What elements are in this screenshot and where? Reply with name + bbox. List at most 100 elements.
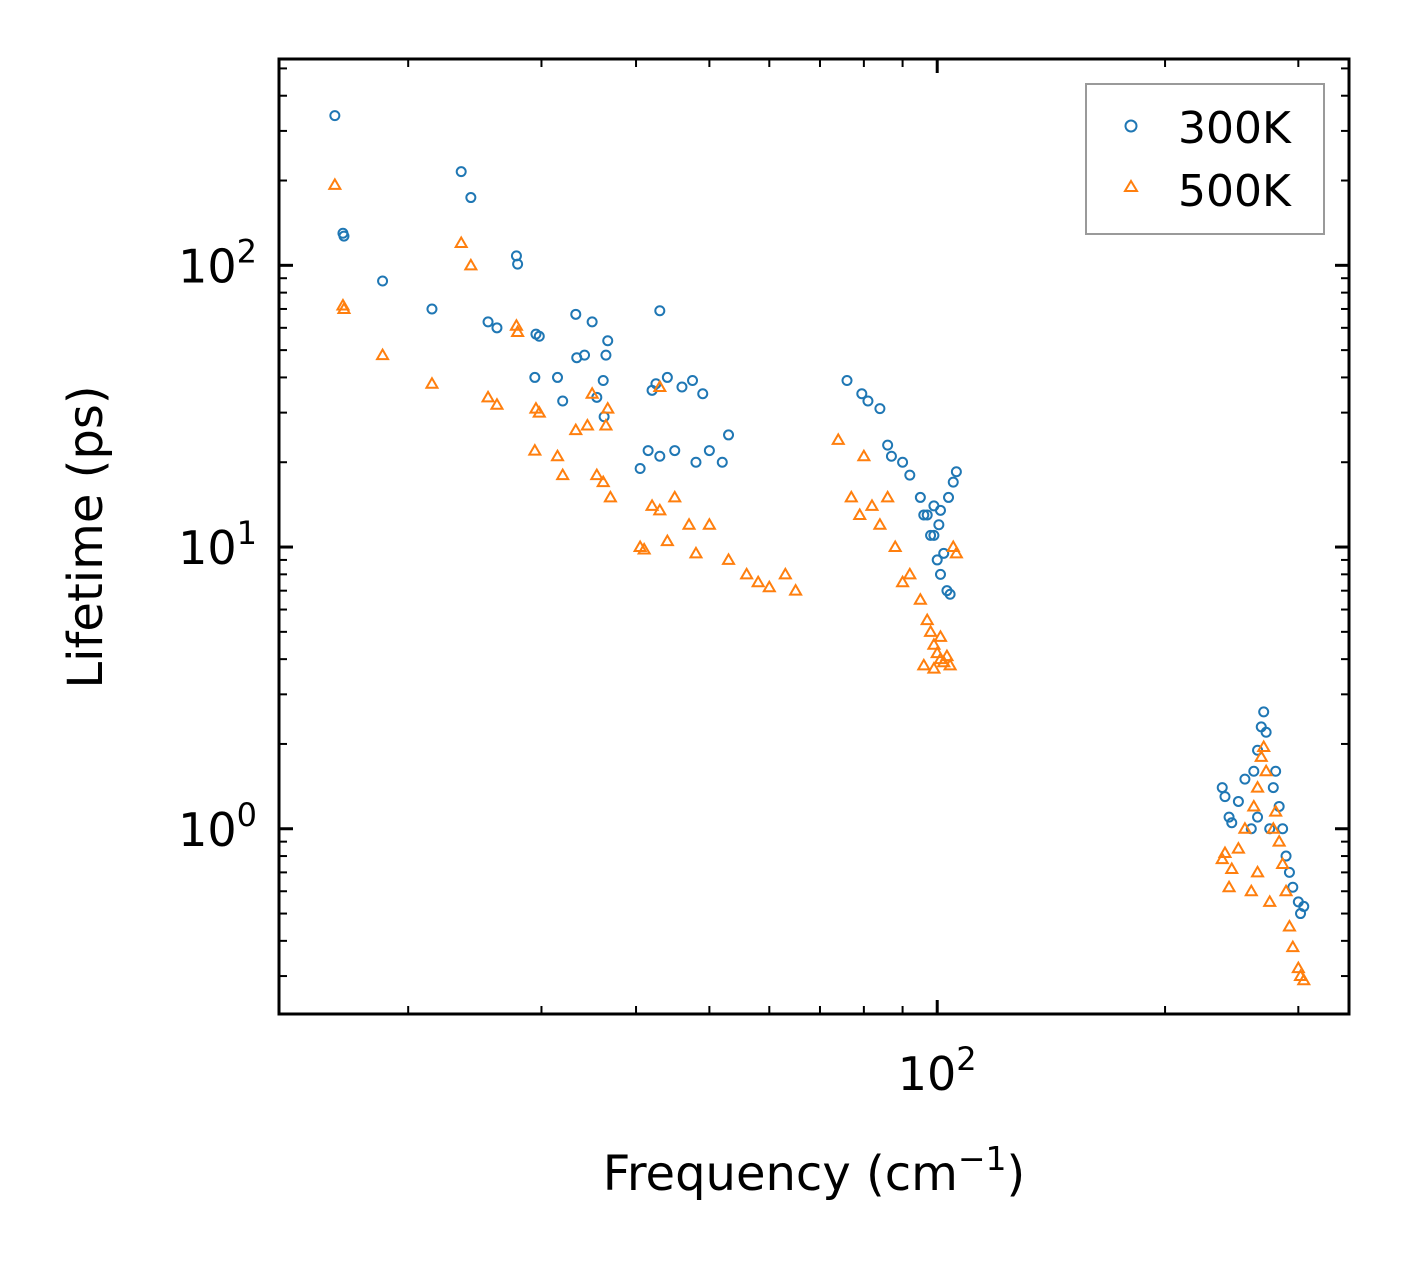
point-500k: [580, 418, 595, 431]
point-300k: [570, 308, 582, 320]
point-300k: [1267, 782, 1279, 794]
point-300k: [723, 429, 735, 441]
point-500k: [510, 324, 525, 337]
point-500k: [949, 545, 964, 559]
point-500k: [603, 489, 618, 503]
point-500k: [681, 517, 697, 530]
point-300k: [1216, 782, 1228, 794]
point-300k: [642, 445, 654, 457]
point-500k: [1258, 763, 1274, 777]
point-300k: [938, 547, 950, 559]
point-500k: [856, 448, 872, 462]
point-300k: [934, 504, 946, 516]
point-500k: [739, 566, 754, 580]
point-300k: [897, 456, 909, 468]
point-300k: [921, 509, 933, 521]
point-500k: [1268, 804, 1283, 817]
legend-label-300k: 300K: [1178, 103, 1292, 154]
point-300k: [690, 456, 702, 468]
point-500k: [929, 645, 945, 659]
point-300k: [597, 375, 609, 387]
point-300k: [676, 381, 688, 393]
point-300k: [687, 375, 699, 387]
point-300k: [426, 303, 438, 315]
legend-marker-500k: [1123, 179, 1139, 192]
point-300k: [1252, 811, 1264, 823]
point-500k: [595, 474, 611, 488]
point-500k: [750, 574, 766, 588]
point-500k: [527, 443, 543, 456]
point-500k: [644, 498, 660, 511]
point-300k: [465, 192, 477, 204]
point-300k: [654, 450, 666, 462]
point-300k: [885, 450, 897, 462]
point-500k: [919, 612, 935, 626]
point-500k: [1296, 972, 1311, 986]
y-axis-label: Lifetime (ps): [58, 385, 114, 688]
y-tick-labels: 100 101 102: [178, 232, 257, 856]
point-300k: [329, 110, 341, 122]
point-500k: [1214, 851, 1230, 865]
point-500k: [1291, 960, 1306, 974]
point-300k: [654, 305, 666, 317]
x-tick-labels: 102: [898, 1040, 977, 1101]
point-500k: [688, 545, 704, 559]
point-500k: [532, 405, 547, 418]
point-500k: [1285, 939, 1301, 953]
point-300k: [1283, 866, 1295, 878]
point-300k: [914, 491, 926, 503]
point-300k: [533, 330, 545, 342]
point-300k: [1270, 765, 1282, 777]
x-tick-label: 102: [898, 1040, 977, 1101]
point-500k: [1244, 883, 1259, 897]
point-500k: [489, 397, 505, 410]
point-500k: [1224, 861, 1239, 874]
point-300k: [669, 445, 681, 457]
point-500k: [916, 657, 932, 671]
point-500k: [844, 489, 859, 503]
point-500k: [887, 539, 903, 553]
point-300k: [482, 316, 494, 328]
point-300k: [1287, 881, 1299, 893]
point-300k: [934, 568, 946, 580]
plot-frame: [277, 57, 1351, 1016]
point-300k: [841, 375, 853, 387]
point-300k: [931, 554, 943, 566]
point-300k: [338, 230, 350, 242]
point-500k: [667, 489, 682, 503]
point-300k: [1298, 900, 1310, 912]
point-500k: [636, 542, 652, 555]
point-300k: [856, 388, 868, 400]
point-500k: [788, 583, 803, 596]
point-500k: [902, 566, 918, 580]
point-300k: [661, 371, 673, 383]
point-500k: [1250, 864, 1265, 878]
y-tick-label: 102: [178, 232, 257, 293]
point-300k: [882, 439, 894, 451]
point-500k: [923, 624, 938, 637]
x-axis-label: Frequency (cm−1): [603, 1139, 1026, 1202]
y-tick-label: 100: [178, 796, 257, 857]
legend: 300K 500K: [1085, 83, 1325, 235]
point-300k: [1280, 850, 1292, 862]
point-500k: [453, 235, 469, 249]
point-500k: [1278, 883, 1294, 897]
point-500k: [1254, 749, 1269, 762]
point-500k: [1282, 918, 1297, 932]
point-500k: [778, 566, 793, 580]
point-300k: [928, 529, 940, 541]
point-500k: [933, 629, 948, 642]
point-500k: [1221, 879, 1237, 893]
point-500k: [1246, 798, 1262, 812]
point-500k: [721, 552, 736, 565]
point-300k: [602, 335, 614, 347]
point-500k: [660, 533, 675, 547]
point-300k: [455, 166, 467, 178]
point-500k: [852, 507, 867, 520]
point-500k: [762, 579, 777, 593]
series-500k: [327, 177, 1311, 986]
point-300k: [491, 322, 503, 334]
point-500k: [598, 418, 614, 431]
point-300k: [579, 349, 591, 361]
point-300k: [943, 491, 955, 503]
